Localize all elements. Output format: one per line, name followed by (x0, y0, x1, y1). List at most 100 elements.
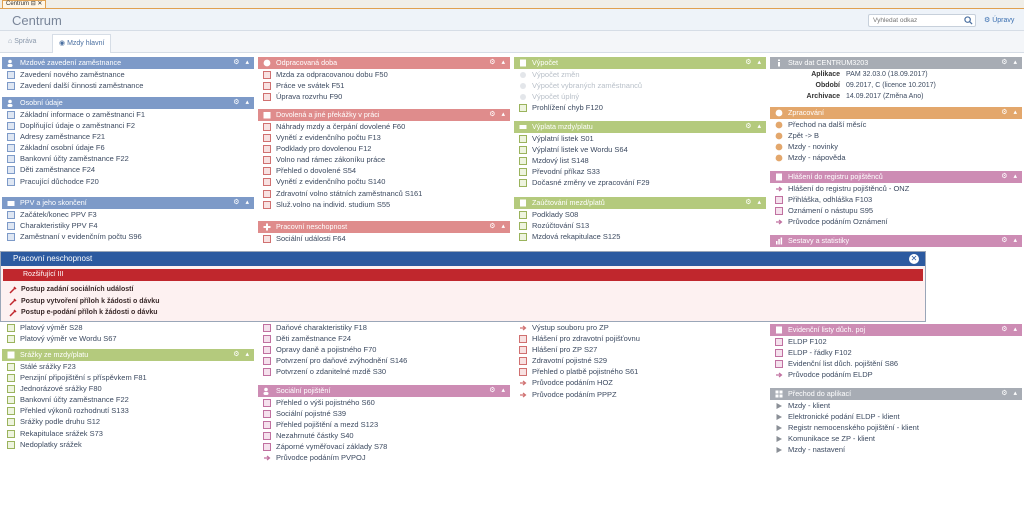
popup-section-header[interactable]: Rozšiřující III (3, 269, 923, 281)
list-item[interactable]: Přehled pojištění a mezd S123 (258, 419, 510, 430)
panel-header[interactable]: Výpočet ⚙ ▴ (514, 57, 766, 69)
panel-tools[interactable]: ⚙ ▴ (745, 59, 763, 66)
list-item[interactable]: Dočasné změny ve zpracování F29 (514, 177, 766, 188)
list-item[interactable]: Charakteristiky PPV F4 (2, 220, 254, 231)
list-item[interactable]: ELDP - řádky F102 (770, 347, 1022, 358)
list-item[interactable]: Výpočet vybraných zaměstnanců (514, 80, 766, 91)
list-item[interactable]: Přehled výkonů rozhodnutí S133 (2, 405, 254, 416)
list-item[interactable]: Hlášení pro zdravotní pojišťovnu (514, 333, 766, 344)
list-item[interactable]: Nezahrnuté částky S40 (258, 430, 510, 441)
tab-sprava[interactable]: ⌂ Správa (2, 34, 42, 53)
list-item[interactable]: Sociální události F64 (258, 233, 510, 244)
panel-tools[interactable]: ⚙ ▴ (233, 199, 251, 206)
panel-header[interactable]: Pracovní neschopnost ⚙ ▴ (258, 221, 510, 233)
panel-header[interactable]: Mzdové zavedení zaměstnance ⚙ ▴ (2, 57, 254, 69)
settings-button[interactable]: ⚙ Úpravy (984, 16, 1014, 24)
list-item[interactable]: Daňové charakteristiky F18 (258, 322, 510, 333)
list-item[interactable]: Zdravotní volno státních zaměstnanců S16… (258, 188, 510, 199)
tab-mzdy-hlavni[interactable]: ◉ Mzdy hlavní (52, 34, 112, 53)
panel-tools[interactable]: ⚙ ▴ (489, 59, 507, 66)
list-item[interactable]: Rekapitulace srážek S73 (2, 428, 254, 439)
list-item[interactable]: Volno nad rámec zákoníku práce (258, 154, 510, 165)
panel-header[interactable]: Odpracovaná doba ⚙ ▴ (258, 57, 510, 69)
panel-header[interactable]: PPV a jeho skončení ⚙ ▴ (2, 197, 254, 209)
list-item[interactable]: Mzdová rekapitulace S125 (514, 231, 766, 242)
list-item[interactable]: Výpočet úplný (514, 91, 766, 102)
panel-tools[interactable]: ⚙ ▴ (489, 111, 507, 118)
list-item[interactable]: Mzdový list S148 (514, 155, 766, 166)
list-item[interactable]: Nedoplatky srážek (2, 439, 254, 450)
popup-item[interactable]: Postup vytvoření příloh k žádosti o dávk… (1, 296, 925, 308)
list-item[interactable]: Srážky podle druhu S12 (2, 416, 254, 427)
list-item[interactable]: Mzdy - nastavení (770, 444, 1022, 455)
close-icon[interactable]: ✕ (909, 254, 919, 264)
panel-header[interactable]: Sociální pojištění ⚙ ▴ (258, 385, 510, 397)
list-item[interactable]: Přehled o výši pojistného S60 (258, 397, 510, 408)
panel-tools[interactable]: ⚙ ▴ (745, 199, 763, 206)
list-item[interactable]: Děti zaměstnance F24 (258, 333, 510, 344)
panel-header[interactable]: Osobní údaje ⚙ ▴ (2, 97, 254, 109)
list-item[interactable]: Přehled o dovolené S54 (258, 165, 510, 176)
list-item[interactable]: Registr nemocenského pojištění - klient (770, 422, 1022, 433)
panel-tools[interactable]: ⚙ ▴ (233, 59, 251, 66)
list-item[interactable]: Hlášení pro ZP S27 (514, 344, 766, 355)
list-item[interactable]: Oznámení o nástupu S95 (770, 205, 1022, 216)
list-item[interactable]: ELDP F102 (770, 336, 1022, 347)
list-item[interactable]: Práce ve svátek F51 (258, 80, 510, 91)
panel-header[interactable]: Stav dat CENTRUM3203 ⚙ ▴ (770, 57, 1022, 69)
list-item[interactable]: Zdravotní pojistné S29 (514, 355, 766, 366)
search-icon[interactable] (964, 16, 973, 25)
list-item[interactable]: Průvodce podáním Oznámení (770, 216, 1022, 227)
list-item[interactable]: Platový výměr ve Wordu S67 (2, 333, 254, 344)
list-item[interactable]: Zaměstnaní v evidenčním počtu S96 (2, 231, 254, 242)
list-item[interactable]: Průvodce podáním ELDP (770, 369, 1022, 380)
panel-header[interactable]: Zpracování ⚙ ▴ (770, 107, 1022, 119)
popup-item[interactable]: Postup e-podání příloh k žádosti o dávku (1, 307, 925, 319)
list-item[interactable]: Komunikace se ZP - klient (770, 433, 1022, 444)
panel-tools[interactable]: ⚙ ▴ (489, 387, 507, 394)
list-item[interactable]: Základní informace o zaměstnanci F1 (2, 109, 254, 120)
list-item[interactable]: Penzijní připojištění s příspěvkem F81 (2, 372, 254, 383)
panel-header[interactable]: Přechod do aplikací ⚙ ▴ (770, 388, 1022, 400)
list-item[interactable]: Podklady S08 (514, 209, 766, 220)
list-item[interactable]: Zpět -> B (770, 130, 1022, 141)
list-item[interactable]: Přihláška, odhláška F103 (770, 194, 1022, 205)
list-item[interactable]: Převodní příkaz S33 (514, 166, 766, 177)
list-item[interactable]: Podklady pro dovolenou F12 (258, 143, 510, 154)
list-item[interactable]: Stálé srážky F23 (2, 361, 254, 372)
panel-tools[interactable]: ⚙ ▴ (1001, 173, 1019, 180)
list-item[interactable]: Prohlížení chyb F120 (514, 102, 766, 113)
window-tab[interactable]: Centrum ⊟ ✕ (2, 0, 47, 9)
list-item[interactable]: Služ.volno na individ. studium S55 (258, 199, 510, 210)
list-item[interactable]: Děti zaměstnance F24 (2, 164, 254, 175)
popup-item[interactable]: Postup zadání sociálních událostí (1, 284, 925, 296)
panel-tools[interactable]: ⚙ ▴ (233, 351, 251, 358)
list-item[interactable]: Přehled o platbě pojistného S61 (514, 366, 766, 377)
list-item[interactable]: Výplatní listek S01 (514, 133, 766, 144)
close-icon[interactable]: ✕ (37, 1, 43, 7)
list-item[interactable]: Průvodce podáním PPPZ (514, 389, 766, 400)
list-item[interactable]: Hlášení do registru pojištěnců - ONZ (770, 183, 1022, 194)
list-item[interactable]: Začátek/konec PPV F3 (2, 209, 254, 220)
list-item[interactable]: Základní osobní údaje F6 (2, 142, 254, 153)
list-item[interactable]: Mzdy - klient (770, 400, 1022, 411)
panel-tools[interactable]: ⚙ ▴ (1001, 390, 1019, 397)
list-item[interactable]: Průvodce podáním PVPOJ (258, 452, 510, 463)
list-item[interactable]: Platový výměr S28 (2, 322, 254, 333)
list-item[interactable]: Sociální pojistné S39 (258, 408, 510, 419)
list-item[interactable]: Potvrzení o zdanitelné mzdě S30 (258, 366, 510, 377)
list-item[interactable]: Doplňující údaje o zaměstnanci F2 (2, 120, 254, 131)
panel-header[interactable]: Výplata mzdy/platu ⚙ ▴ (514, 121, 766, 133)
list-item[interactable]: Vynětí z evidenčního počtu F13 (258, 132, 510, 143)
list-item[interactable]: Bankovní účty zaměstnance F22 (2, 394, 254, 405)
panel-tools[interactable]: ⚙ ▴ (489, 223, 507, 230)
panel-header[interactable]: Evidenční listy důch. poj ⚙ ▴ (770, 324, 1022, 336)
panel-tools[interactable]: ⚙ ▴ (1001, 109, 1019, 116)
list-item[interactable]: Náhrady mzdy a čerpání dovolené F60 (258, 121, 510, 132)
panel-header[interactable]: Zaúčtování mezd/platů ⚙ ▴ (514, 197, 766, 209)
list-item[interactable]: Mzda za odpracovanou dobu F50 (258, 69, 510, 80)
panel-tools[interactable]: ⚙ ▴ (745, 123, 763, 130)
panel-header[interactable]: Sestavy a statistiky ⚙ ▴ (770, 235, 1022, 247)
list-item[interactable]: Pracující důchodce F20 (2, 176, 254, 187)
list-item[interactable]: Mzdy - nápověda (770, 152, 1022, 163)
